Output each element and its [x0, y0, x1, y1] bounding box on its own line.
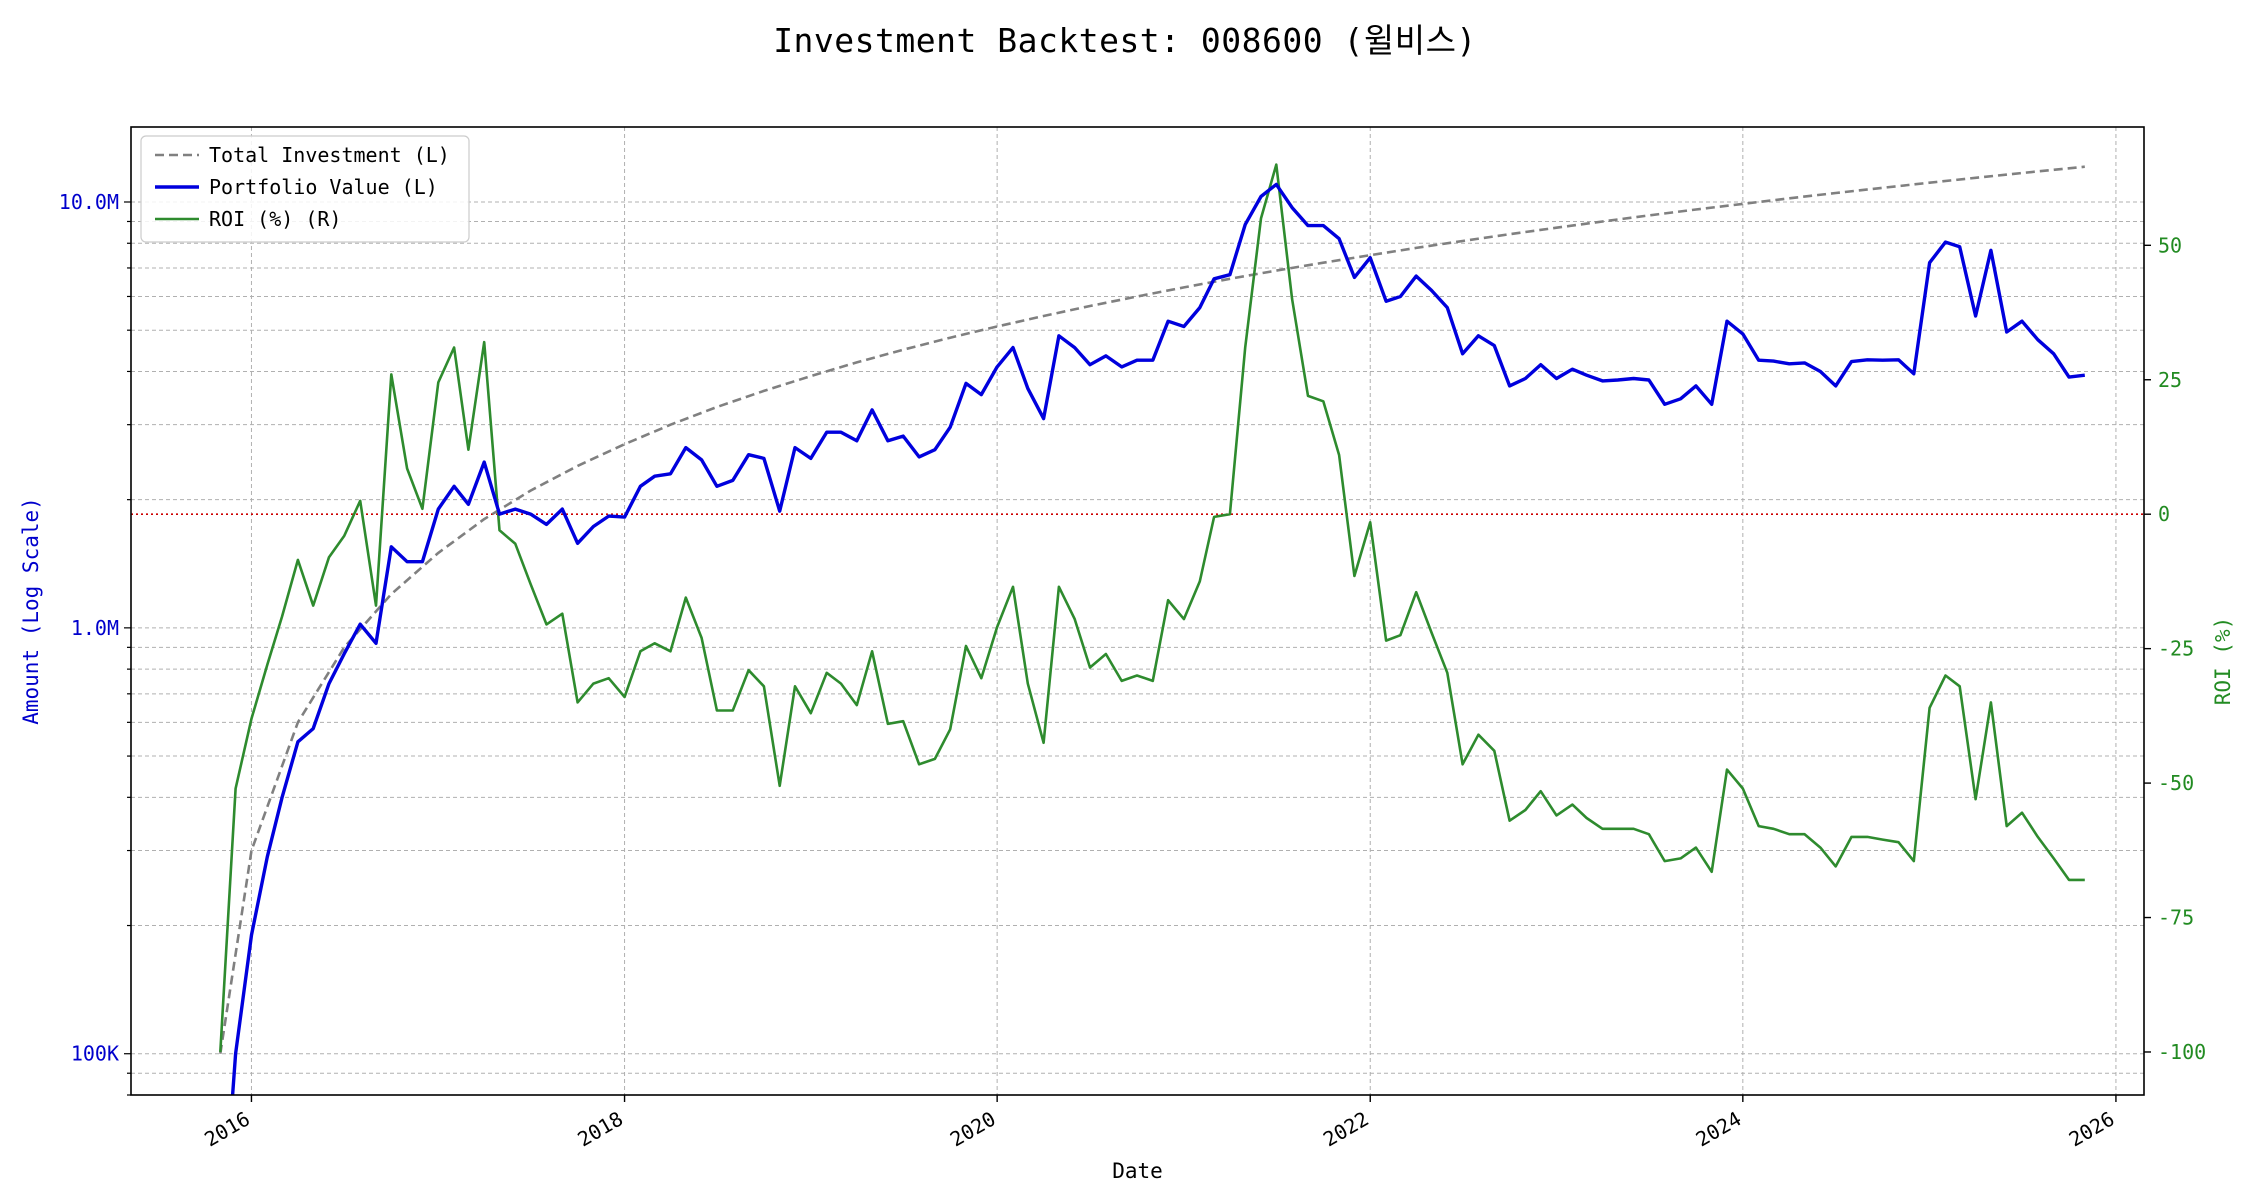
roi-line: [219, 163, 2085, 1053]
plot-frame: [130, 126, 2145, 1096]
legend-box: [140, 135, 470, 243]
legend-label: Total Investment (L): [209, 143, 450, 167]
x-tick-label: 2024: [1692, 1107, 1746, 1152]
x-tick-label: 2018: [573, 1107, 627, 1152]
legend-label: ROI (%) (R): [209, 207, 341, 231]
y-left-tick-label: 10.0M: [59, 190, 119, 214]
x-axis-label: Date: [1112, 1159, 1163, 1183]
x-tick-label: 2026: [2065, 1107, 2119, 1152]
y-right-tick-label: -50: [2158, 771, 2194, 795]
series: [219, 163, 2086, 1096]
legend: Total Investment (L) Portfolio Value (L) R…: [140, 135, 470, 243]
x-tick-label: 2022: [1319, 1107, 1373, 1152]
ticks: 2016 2018 2020 2022 2024 2026 100K 1.0M 10.0M -10…: [59, 190, 2206, 1151]
y-axis-right-label: ROI (%): [2211, 617, 2235, 706]
y-axis-left-label: Amount (Log Scale): [19, 497, 43, 725]
y-left-tick-label: 100K: [71, 1042, 119, 1066]
x-tick-label: 2020: [946, 1107, 1000, 1152]
y-right-tick-label: -75: [2158, 906, 2194, 930]
y-right-tick-label: 25: [2158, 368, 2182, 392]
legend-label: Portfolio Value (L): [209, 175, 438, 199]
chart-title: Investment Backtest: 008600 (윌비스): [773, 21, 1477, 60]
grid: [131, 127, 2144, 1096]
y-right-tick-label: 50: [2158, 233, 2182, 257]
investment-line: [219, 165, 2085, 1054]
y-right-tick-label: -25: [2158, 637, 2194, 661]
portfolio-line: [230, 182, 2086, 1096]
y-left-tick-label: 1.0M: [71, 616, 119, 640]
y-right-tick-label: 0: [2158, 502, 2170, 526]
x-tick-label: 2016: [200, 1107, 254, 1152]
y-right-tick-label: -100: [2158, 1040, 2206, 1064]
